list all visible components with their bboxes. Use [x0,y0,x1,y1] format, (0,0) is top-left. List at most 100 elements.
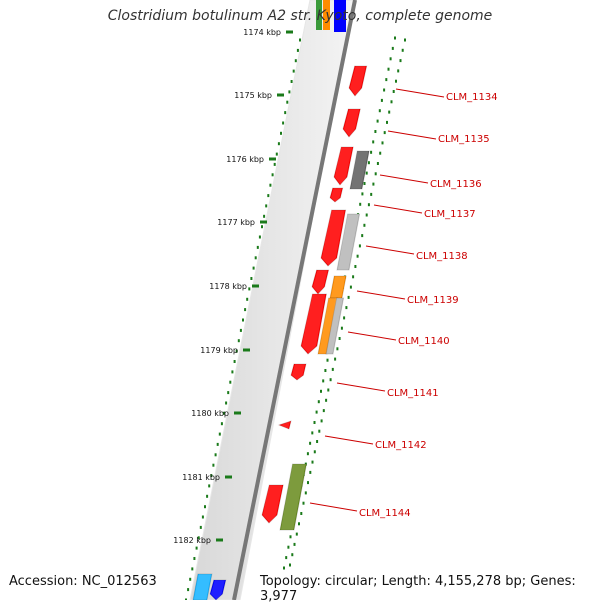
ring-dot [300,512,303,515]
ring-dot [325,398,328,402]
leader-line [336,382,386,392]
gene-feature [209,579,227,600]
scale-label: 1179 kbp [200,346,238,355]
ring-dot [374,130,377,133]
ring-dot [206,494,209,498]
scale-tick [252,284,259,288]
ring-dot [289,535,292,539]
ring-dot [379,151,382,155]
ring-dot [336,347,339,351]
ring-dot [358,244,361,248]
ring-dot [343,316,346,320]
ring-dot [322,379,325,383]
ring-dot [298,522,300,526]
ring-dot [380,98,383,102]
gene-label-CLM_1134: CLM_1134 [446,92,498,103]
ring-dot [361,192,364,196]
gene-feature-shade [331,188,342,202]
gene-feature-shade [281,464,306,530]
ring-dot [220,422,223,426]
scale-label: 1176 kbp [226,155,264,164]
ring-dot [367,161,370,165]
scale-tick [225,475,232,479]
ring-dot [331,367,334,371]
scale-label: 1180 kbp [191,409,229,418]
ring-dot [309,441,312,445]
ring-dot [261,225,263,229]
ring-dot [327,388,330,392]
gene-feature-shade [313,270,328,294]
gene-label-CLM_1138: CLM_1138 [416,251,468,262]
scale-tick [277,93,284,97]
ring-dot [254,256,257,260]
ring-dot [287,545,290,549]
genome-backbone [189,0,355,600]
ring-dot [381,141,384,145]
gene-feature-shade [351,151,369,189]
ring-dot [256,245,259,249]
ring-dot [299,38,301,42]
ring-dot [324,369,327,372]
gene-feature-shade [280,421,290,429]
map-title: Clostridium botulinum A2 str. Kyoto, com… [107,8,493,24]
scale-label: 1177 kbp [217,218,255,227]
ring-dot [397,69,400,73]
gene-feature [320,209,347,267]
ring-dot [326,358,329,362]
scale-tick [286,30,293,34]
feature-orange-top [323,0,330,30]
gene-feature [348,65,368,97]
ring-dot [338,337,341,340]
gene-features [192,65,370,600]
ring-dot [275,152,278,156]
ring-dot [370,192,373,196]
ring-dot [225,401,228,405]
gene-feature-shade [302,294,326,354]
ring-dot [394,36,396,40]
ring-dot [334,357,337,361]
ring-dot [367,203,370,207]
gene-label-CLM_1139: CLM_1139 [407,295,459,306]
ring-dot [201,515,204,519]
ring-dot [365,171,368,175]
ring-dot [292,69,295,73]
ring-dot [231,370,234,374]
ring-dot [204,505,206,509]
gene-feature-shade [344,109,360,137]
ring-dot [390,100,393,104]
ring-dot [271,173,274,177]
scale-tick [260,220,267,224]
gene-feature-shade [331,276,346,298]
ring-dot [404,38,406,42]
gene-feature-shade [263,485,283,523]
ring-dot [401,48,404,52]
leader-line [309,502,358,512]
ring-dot [250,277,253,280]
ring-dot [345,306,348,310]
gene-feature-shade [350,66,366,96]
ring-dot [235,349,238,353]
ring-dot [263,214,266,218]
scale-tick [243,348,250,352]
ring-dot [309,470,312,474]
ring-dot [273,162,276,166]
ring-dot [349,285,352,289]
ring-dot [191,567,194,571]
gene-feature-shade [335,147,353,185]
ring-dot [322,409,325,413]
gene-feature [349,150,370,190]
ring-dot [304,491,307,495]
ring-dot [197,536,200,540]
ring-dot [229,380,232,384]
gene-feature-shade [322,210,345,266]
scale-tick [234,411,241,415]
ring-dot [387,67,390,71]
ring-dot [239,328,242,332]
ring-dot [340,326,343,330]
ring-dot [280,131,282,135]
gene-feature-shade [194,574,211,600]
ring-dot [295,532,298,536]
ring-dot [288,90,291,94]
ring-dot [317,400,320,404]
leader-line [365,245,415,255]
